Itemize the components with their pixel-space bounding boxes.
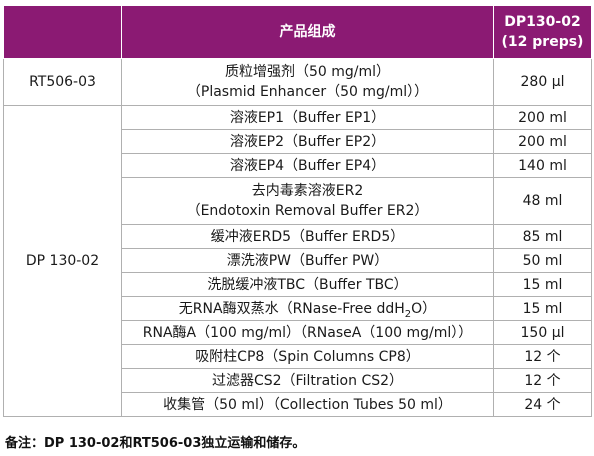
header-category xyxy=(3,5,122,59)
component-name-en: （Endotoxin Removal Buffer ER2） xyxy=(186,203,429,219)
component-cell: 吸附柱CP8（Spin Columns CP8） xyxy=(121,344,494,369)
component-cell: 质粒增强剂（50 mg/ml） （Plasmid Enhancer（50 mg/… xyxy=(121,58,494,106)
component-cell: 漂洗液PW（Buffer PW） xyxy=(121,248,494,273)
header-product-preps: (12 preps) xyxy=(501,34,584,50)
table-row: 过滤器CS2（Filtration CS2） 12 个 xyxy=(4,368,592,393)
header-component: 产品组成 xyxy=(121,5,494,59)
amount-cell: 24 个 xyxy=(493,392,592,417)
table-row: 去内毒素溶液ER2 （Endotoxin Removal Buffer ER2）… xyxy=(4,177,592,225)
amount-cell: 85 ml xyxy=(493,224,592,249)
table-row: DP 130-02 溶液EP1（Buffer EP1） 200 ml xyxy=(3,105,592,417)
component-name-en: （Plasmid Enhancer（50 mg/ml）） xyxy=(186,84,429,100)
table-row: RNA酶A（100 mg/ml）（RNaseA（100 mg/ml）） 150 … xyxy=(4,320,592,345)
amount-cell: 12 个 xyxy=(493,368,592,393)
component-cell: 去内毒素溶液ER2 （Endotoxin Removal Buffer ER2） xyxy=(121,177,494,225)
header-product-code: DP130-02 xyxy=(504,14,581,30)
component-cell: 溶液EP4（Buffer EP4） xyxy=(121,153,494,178)
component-name-part: 无RNA酶双蒸水（RNase-Free ddH xyxy=(178,300,405,317)
subscript: 2 xyxy=(404,308,412,320)
component-cell: 收集管（50 ml）（Collection Tubes 50 ml） xyxy=(121,392,494,417)
amount-cell: 12 个 xyxy=(493,344,592,369)
footnote: 备注：DP 130-02和RT506-03独立运输和储存。 xyxy=(5,436,306,451)
amount-cell: 48 ml xyxy=(493,177,592,225)
table-row: RT506-03 质粒增强剂（50 mg/ml） （Plasmid Enhanc… xyxy=(3,58,592,106)
component-cell: 溶液EP2（Buffer EP2） xyxy=(121,129,494,154)
component-cell: 缓冲液ERD5（Buffer ERD5） xyxy=(121,224,494,249)
amount-cell: 15 ml xyxy=(493,296,592,321)
group-code: DP 130-02 xyxy=(3,105,122,417)
table-row: 溶液EP2（Buffer EP2） 200 ml xyxy=(4,129,592,154)
header-product: DP130-02 (12 preps) xyxy=(493,5,592,59)
amount-cell: 150 µl xyxy=(493,320,592,345)
amount-cell: 200 ml xyxy=(493,105,592,130)
amount-cell: 15 ml xyxy=(493,272,592,297)
group-code: RT506-03 xyxy=(3,58,122,106)
component-name-part: O） xyxy=(411,300,437,317)
table-row: 收集管（50 ml）（Collection Tubes 50 ml） 24 个 xyxy=(4,392,592,417)
amount-cell: 200 ml xyxy=(493,129,592,154)
table-row: 缓冲液ERD5（Buffer ERD5） 85 ml xyxy=(4,224,592,249)
component-cell: 洗脱缓冲液TBC（Buffer TBC） xyxy=(121,272,494,297)
amount-cell: 140 ml xyxy=(493,153,592,178)
amount-cell: 280 µl xyxy=(493,58,592,106)
component-cell: 溶液EP1（Buffer EP1） xyxy=(121,105,494,130)
table-header-row: 产品组成 DP130-02 (12 preps) xyxy=(3,5,592,59)
component-cell: 过滤器CS2（Filtration CS2） xyxy=(121,368,494,393)
component-name-cn: 去内毒素溶液ER2 xyxy=(251,183,364,199)
kit-components-table: 产品组成 DP130-02 (12 preps) RT506-03 质粒增强剂（… xyxy=(3,5,592,417)
component-name-cn: 质粒增强剂（50 mg/ml） xyxy=(224,64,391,80)
component-cell: RNA酶A（100 mg/ml）（RNaseA（100 mg/ml）） xyxy=(121,320,494,345)
table-row: 洗脱缓冲液TBC（Buffer TBC） 15 ml xyxy=(4,272,592,297)
component-cell: 无RNA酶双蒸水（RNase-Free ddH2O） xyxy=(121,296,494,321)
amount-cell: 50 ml xyxy=(493,248,592,273)
